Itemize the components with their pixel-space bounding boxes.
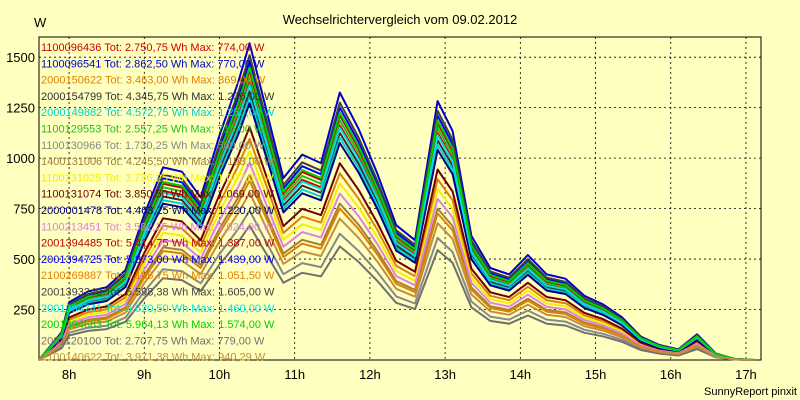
- series-line: [38, 161, 754, 361]
- legend-entry: 1100096436 Tot: 2.750,75 Wh Max: 774,00 …: [41, 42, 265, 54]
- legend-entry: 2100269887 Tot: 4.186,75 Wh Max: 1.051,5…: [41, 270, 275, 282]
- x-tick-label: 10h: [209, 367, 231, 382]
- x-axis: 8h 9h 10h 11h 12h 13h 14h 15h 16h 17h: [62, 367, 757, 382]
- legend-entry: 2100140622 Tot: 3.971,38 Wh Max: 940,29 …: [41, 352, 266, 364]
- x-tick-label: 12h: [359, 367, 381, 382]
- legend-entry: 2001394741 Tot: 5.620,50 Wh Max: 1.460,0…: [41, 303, 275, 315]
- x-tick-label: 17h: [735, 367, 757, 382]
- y-tick-label: 250: [13, 303, 35, 318]
- chart-title: Wechselrichtervergleich vom 09.02.2012: [283, 12, 518, 27]
- x-tick-label: 9h: [137, 367, 151, 382]
- legend-entry: 2001120100 Tot: 2.707,75 Wh Max: 779,00 …: [41, 335, 265, 347]
- x-tick-label: 15h: [585, 367, 607, 382]
- legend-entry: 2001394683 Tot: 5.964,13 Wh Max: 1.574,0…: [41, 319, 275, 331]
- series-group: [38, 42, 754, 361]
- y-tick-label: 500: [13, 252, 35, 267]
- x-tick-label: 14h: [509, 367, 531, 382]
- legend: 1100096436 Tot: 2.750,75 Wh Max: 774,00 …: [41, 42, 275, 364]
- legend-entry: 2000154799 Tot: 4.345,75 Wh Max: 1.236,0…: [41, 91, 275, 103]
- y-unit-label: W: [34, 15, 47, 30]
- legend-entry: 2001394485 Tot: 5.414,75 Wh Max: 1.387,0…: [41, 238, 275, 250]
- x-tick-label: 11h: [284, 367, 305, 382]
- series-line: [38, 84, 754, 361]
- legend-entry: 1100130966 Tot: 1.730,25 Wh Max: 509,00 …: [41, 140, 265, 152]
- legend-entry: 2000149882 Tot: 4.572,75 Wh Max: 1.250,0…: [41, 107, 275, 119]
- series-line: [38, 224, 754, 361]
- legend-entry: 2000001478 Tot: 4.463,25 Wh Max: 1.220,0…: [41, 205, 275, 217]
- legend-entry: 1100096541 Tot: 2.862,50 Wh Max: 770,00 …: [41, 58, 265, 70]
- series-line: [38, 191, 754, 361]
- x-tick-label: 13h: [434, 367, 456, 382]
- grid: [39, 37, 761, 360]
- series-line: [38, 102, 754, 361]
- series-line: [38, 209, 754, 361]
- legend-entry: 1400131006 Tot: 4.245,50 Wh Max: 1.193,0…: [41, 156, 275, 168]
- legend-entry: 1100131074 Tot: 3.850,50 Wh Max: 1.069,0…: [41, 189, 274, 201]
- legend-entry: 1100213451 Tot: 3.582,25 Wh Max: 1.024,0…: [41, 221, 274, 233]
- legend-entry: 1100131025 Tot: 3.736,25 Wh Max: 1.067,0…: [41, 172, 274, 184]
- y-tick-label: 1000: [6, 151, 35, 166]
- legend-entry: 2000150622 Tot: 3.463,00 Wh Max: 869,00 …: [41, 75, 266, 87]
- footer-credit: SunnyReport pinxit: [704, 386, 797, 398]
- y-tick-label: 1500: [6, 50, 35, 65]
- y-tick-label: 1250: [6, 101, 35, 116]
- x-tick-label: 8h: [62, 367, 76, 382]
- legend-entry: 2001393249 Tot: 5.598,38 Wh Max: 1.605,0…: [41, 287, 275, 299]
- series-line: [38, 126, 754, 361]
- y-tick-label: 750: [13, 202, 35, 217]
- legend-entry: 2001394725 Tot: 5.873,00 Wh Max: 1.439,0…: [41, 254, 275, 266]
- x-tick-label: 16h: [660, 367, 682, 382]
- y-axis: 250 500 750 1000 1250 1500: [6, 50, 35, 317]
- legend-entry: 1100129553 Tot: 2.557,25 Wh Max: 716,00 …: [41, 124, 265, 136]
- series-line: [38, 66, 754, 361]
